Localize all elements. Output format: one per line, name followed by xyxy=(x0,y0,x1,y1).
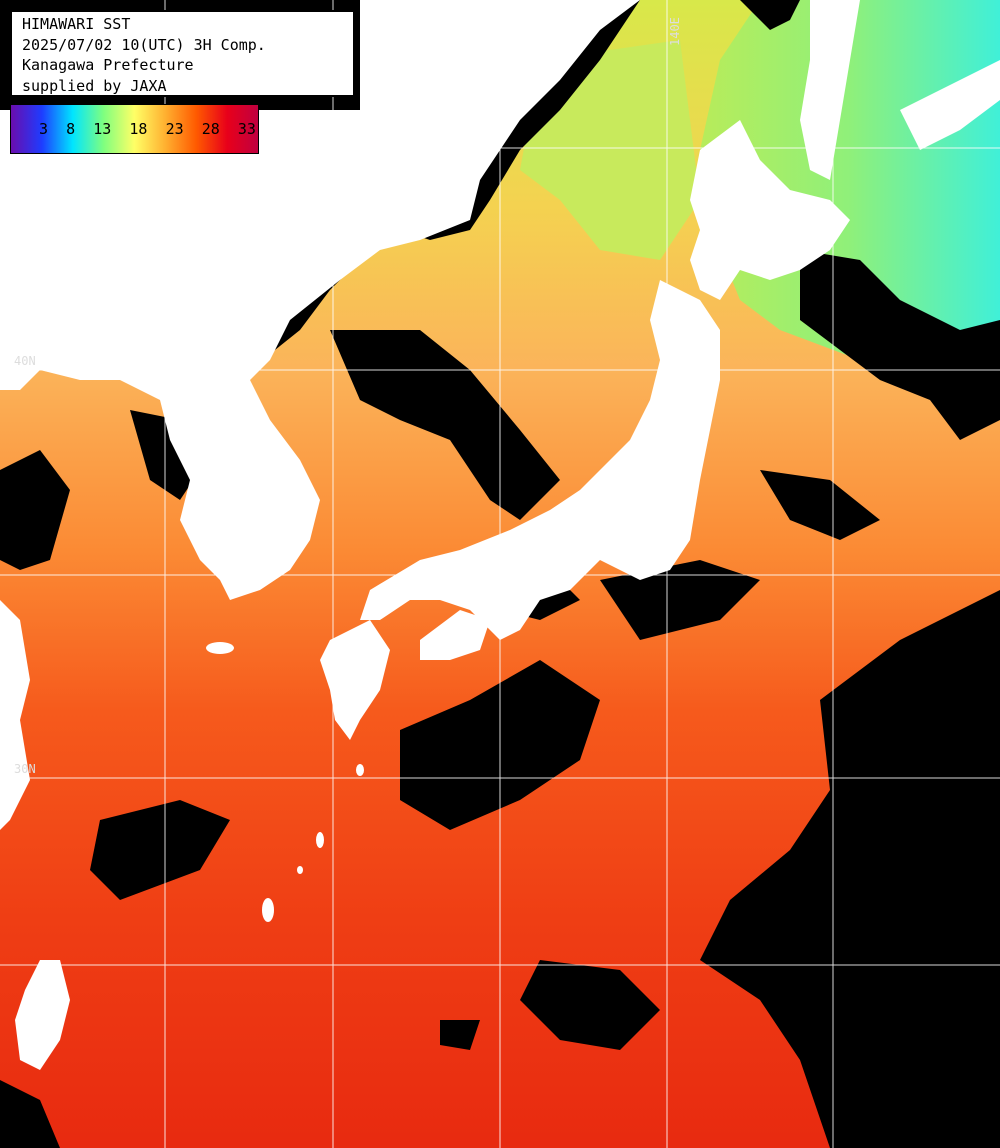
color-bar-tick: 3 xyxy=(39,120,49,138)
land-honshu xyxy=(360,280,720,640)
credit: supplied by JAXA xyxy=(22,76,167,95)
land-china-coast xyxy=(0,600,30,830)
land-shikoku xyxy=(420,610,490,660)
land-hokkaido xyxy=(690,120,850,300)
info-box: HIMAWARI SST 2025/07/02 10(UTC) 3H Comp.… xyxy=(10,10,355,97)
grid-label-30n: 30N xyxy=(14,762,36,776)
grid-label-40n: 40N xyxy=(14,354,36,368)
grid-label-140e: 140E xyxy=(668,17,682,46)
timestamp: 2025/07/02 10(UTC) 3H Comp. xyxy=(22,35,266,54)
land-island xyxy=(316,832,324,848)
land-island xyxy=(297,866,303,874)
cool-water-region xyxy=(700,0,1000,380)
land-kyushu xyxy=(320,620,390,740)
color-bar-tick: 18 xyxy=(129,120,148,138)
region-name: Kanagawa Prefecture xyxy=(22,56,194,74)
color-bar: 3 8 13 18 23 28 33 xyxy=(10,104,259,154)
color-bar-tick: 33 xyxy=(237,120,256,138)
color-bar-tick: 23 xyxy=(165,120,184,138)
color-bar-tick: 13 xyxy=(93,120,112,138)
land-island xyxy=(400,131,420,159)
land-taiwan xyxy=(15,960,70,1070)
color-bar-tick: 8 xyxy=(66,120,76,138)
product-title: HIMAWARI SST xyxy=(22,15,131,33)
land-jeju xyxy=(206,642,234,654)
land-kuril-edge xyxy=(900,60,1000,150)
land-sakhalin xyxy=(800,0,860,180)
land-island xyxy=(262,898,274,922)
color-bar-tick: 28 xyxy=(201,120,220,138)
land-island xyxy=(356,764,364,776)
